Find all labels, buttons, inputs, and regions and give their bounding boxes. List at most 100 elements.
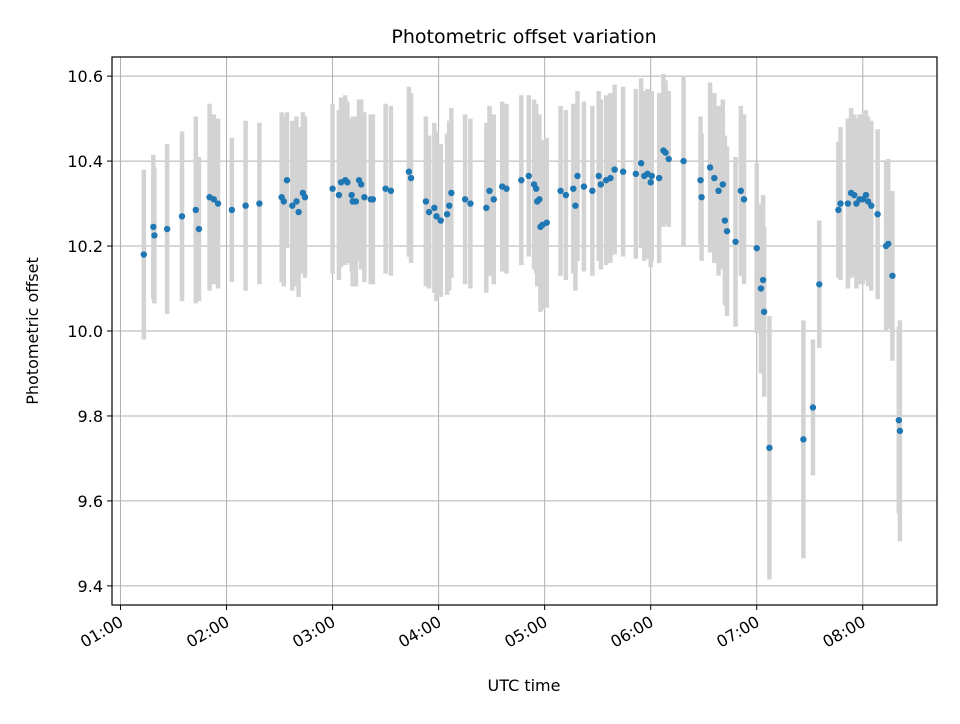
data-point [574, 172, 581, 180]
data-point [757, 285, 765, 292]
data-point [715, 187, 722, 195]
data-point [711, 174, 718, 182]
y-tick-label: 10.2 [67, 237, 103, 256]
data-point [140, 251, 148, 258]
data-point [637, 160, 645, 167]
data-points [140, 147, 904, 452]
data-point [723, 227, 731, 235]
data-point [874, 210, 881, 218]
data-point [759, 276, 767, 284]
y-axis: 9.4 9.6 9.8 10.0 10.2 10.4 10.6 [67, 67, 112, 596]
data-point [607, 174, 614, 182]
data-point [344, 179, 351, 186]
data-point [467, 200, 474, 207]
data-point [740, 196, 748, 203]
data-point [518, 176, 525, 184]
data-point [503, 185, 510, 192]
y-tick-label: 9.4 [78, 577, 103, 596]
data-point [896, 427, 904, 435]
data-point [597, 181, 605, 188]
data-point [697, 176, 704, 184]
data-point [195, 225, 203, 233]
data-point [719, 181, 726, 188]
y-tick-label: 10.4 [67, 152, 103, 171]
data-point [543, 219, 550, 226]
data-point [589, 187, 596, 195]
data-point [490, 196, 497, 203]
data-point [280, 198, 287, 205]
data-point [885, 240, 892, 248]
y-tick-label: 10.6 [67, 67, 103, 86]
data-point [295, 208, 302, 216]
data-point [837, 200, 844, 207]
data-point [242, 202, 249, 209]
data-point [895, 417, 903, 424]
data-point [357, 181, 365, 188]
x-axis-label: UTC time [488, 676, 561, 695]
data-point [448, 189, 455, 197]
data-point [557, 187, 564, 195]
data-point [301, 193, 309, 201]
data-point [647, 179, 654, 186]
data-point [732, 238, 739, 245]
data-point [382, 185, 389, 192]
data-point [835, 206, 842, 214]
y-tick-label: 10.0 [67, 322, 103, 341]
data-point [329, 185, 336, 192]
data-point [632, 170, 640, 178]
data-point [214, 200, 222, 207]
data-point [862, 191, 870, 199]
data-point [483, 204, 490, 212]
data-point [595, 172, 602, 180]
data-point [766, 444, 773, 452]
data-point [163, 225, 171, 233]
data-point [698, 193, 705, 201]
data-point [706, 164, 714, 171]
data-point [425, 208, 433, 216]
data-point [210, 196, 217, 203]
data-point [369, 196, 377, 203]
data-point [721, 217, 729, 224]
data-point [461, 196, 469, 203]
data-point [570, 185, 577, 192]
data-point [662, 149, 669, 156]
data-point [525, 172, 532, 180]
data-point [293, 198, 300, 205]
data-point [431, 204, 438, 212]
data-point [151, 232, 158, 239]
data-point [611, 166, 618, 173]
data-point [844, 200, 852, 207]
data-point [648, 172, 655, 180]
data-point [680, 157, 687, 165]
data-point [655, 174, 663, 182]
data-point [486, 187, 493, 195]
data-point [443, 210, 451, 218]
data-point [405, 168, 413, 175]
data-point [580, 183, 588, 190]
data-point [192, 206, 199, 214]
data-point [800, 436, 807, 443]
data-point [352, 198, 360, 205]
data-point [289, 202, 296, 209]
data-point [665, 155, 672, 163]
data-point [868, 202, 875, 209]
data-point [422, 198, 430, 205]
data-point [572, 202, 579, 209]
data-point [178, 213, 186, 220]
data-point [737, 187, 745, 195]
data-point [150, 223, 157, 231]
data-point [446, 202, 453, 209]
data-point [433, 213, 440, 220]
data-point [283, 176, 291, 184]
data-point [753, 244, 760, 252]
data-point [816, 281, 823, 288]
data-point [256, 200, 263, 207]
data-point [348, 191, 355, 199]
data-point [361, 193, 368, 201]
y-axis-label: Photometric offset [23, 257, 42, 405]
data-point [619, 168, 627, 175]
data-point [387, 187, 395, 195]
data-point [532, 185, 540, 192]
